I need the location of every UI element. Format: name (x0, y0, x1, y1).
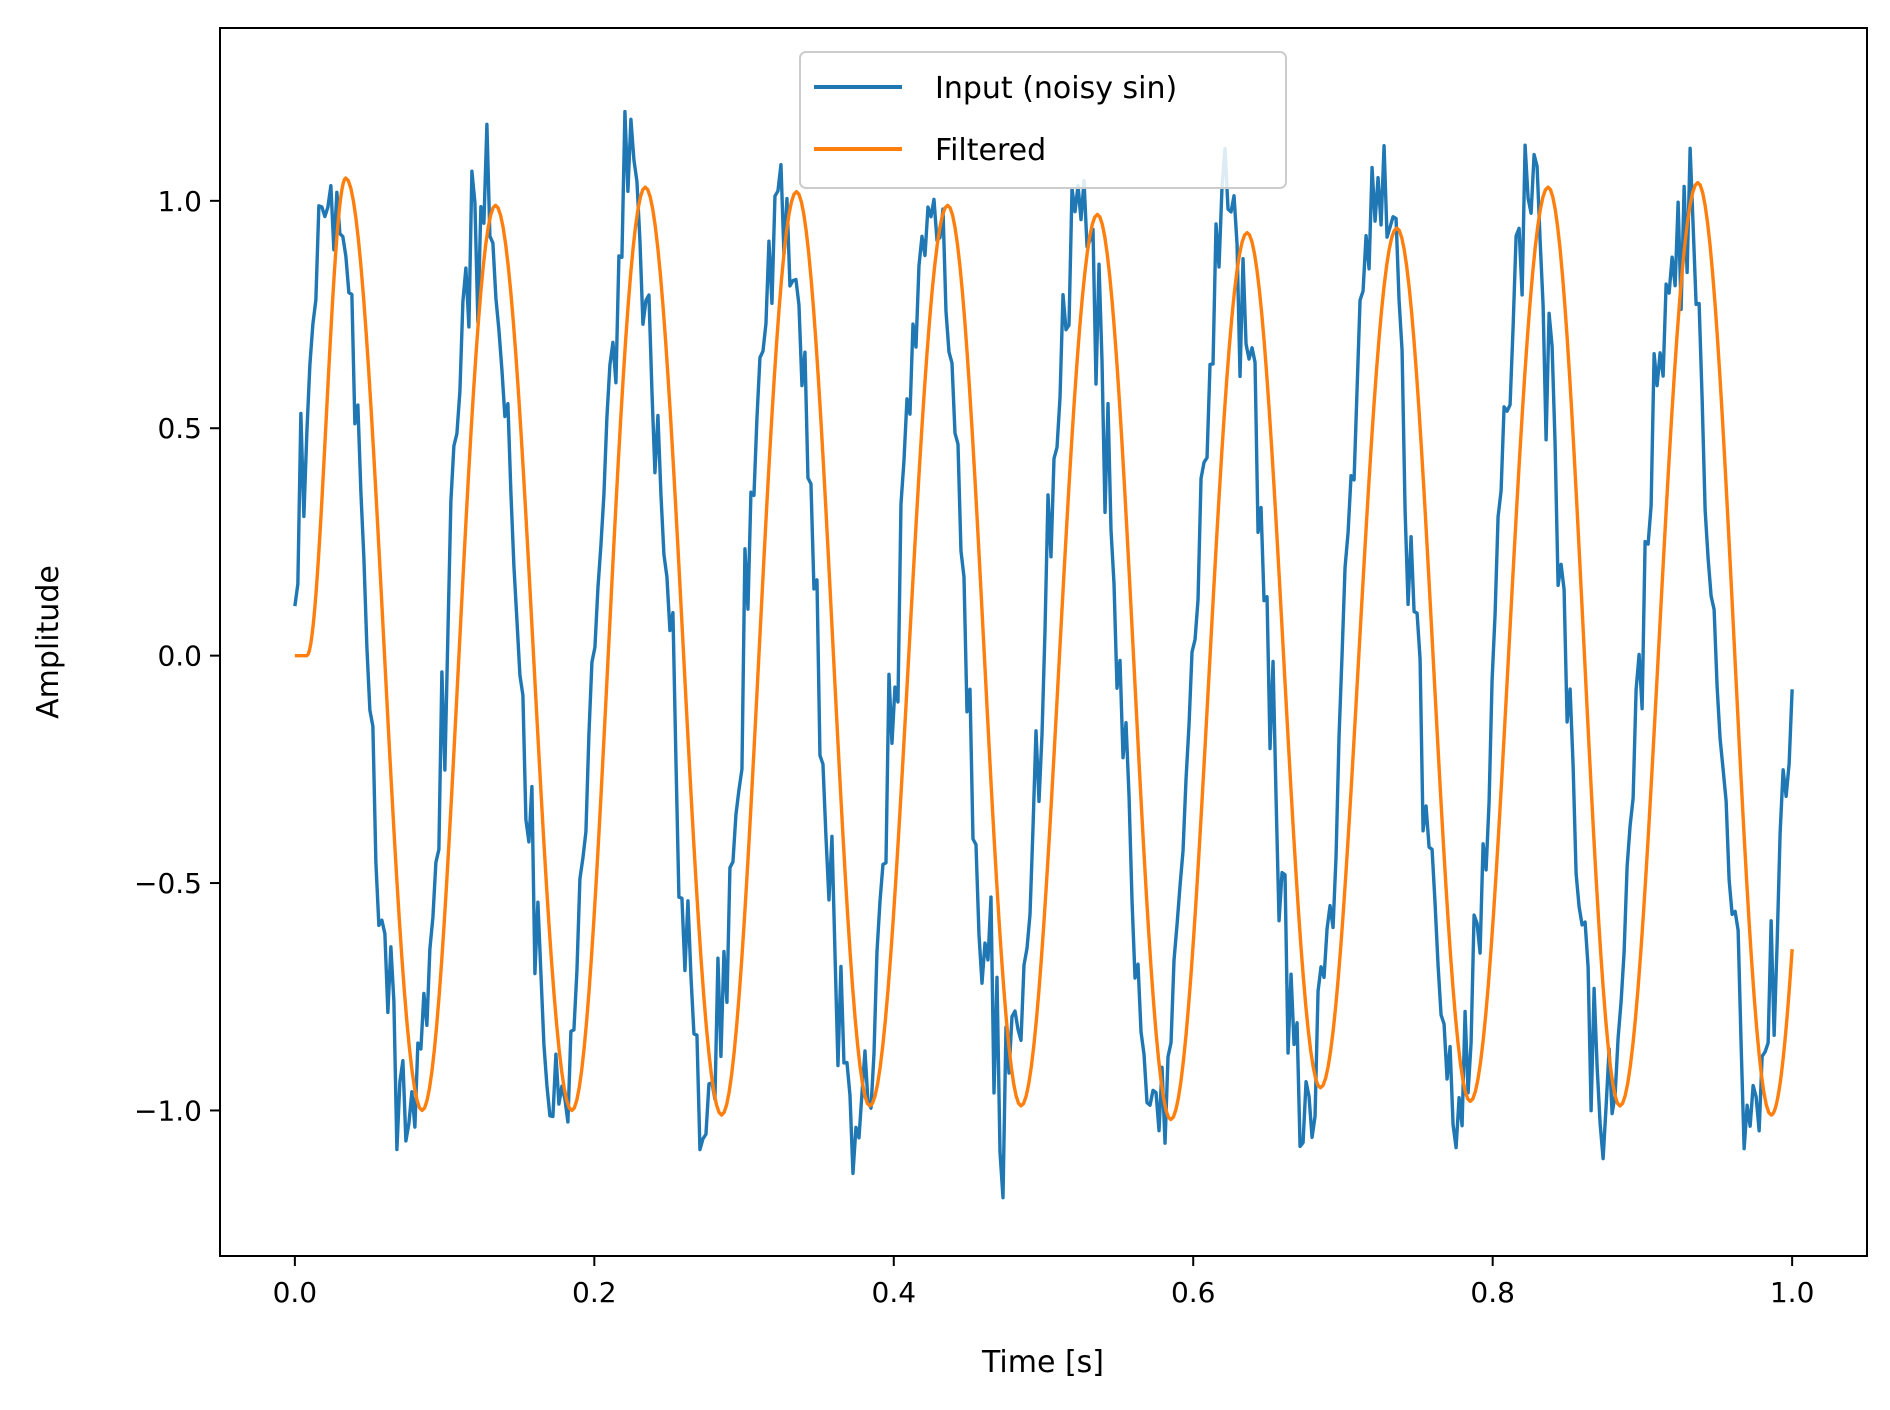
x-tick-label: 0.2 (572, 1276, 617, 1309)
legend-label-filtered: Filtered (935, 133, 1046, 168)
x-tick-label: 0.6 (1171, 1276, 1216, 1309)
series-line-filtered (293, 176, 1794, 1122)
plot-area (293, 109, 1794, 1200)
y-tick-label: −1.0 (134, 1094, 202, 1127)
y-axis-label: Amplitude (31, 565, 66, 719)
x-tick-label: 1.0 (1770, 1276, 1815, 1309)
x-axis: 0.0 0.2 0.4 0.6 0.8 1.0 (273, 1256, 1815, 1309)
y-tick-label: 0.0 (157, 640, 202, 673)
x-axis-label: Time [s] (981, 1345, 1104, 1380)
legend-label-input: Input (noisy sin) (935, 71, 1177, 106)
legend-box (799, 51, 1287, 189)
y-tick-label: −0.5 (134, 867, 202, 900)
x-tick-label: 0.8 (1470, 1276, 1515, 1309)
y-axis: −1.0 −0.5 0.0 0.5 1.0 (134, 185, 220, 1127)
y-tick-label: 1.0 (157, 185, 202, 218)
legend: Input (noisy sin) Filtered (799, 51, 1287, 189)
y-tick-label: 0.5 (157, 412, 202, 445)
series-line-input (293, 109, 1794, 1200)
x-tick-label: 0.4 (872, 1276, 917, 1309)
axes-frame (219, 27, 1868, 1257)
x-tick-label: 0.0 (273, 1276, 318, 1309)
